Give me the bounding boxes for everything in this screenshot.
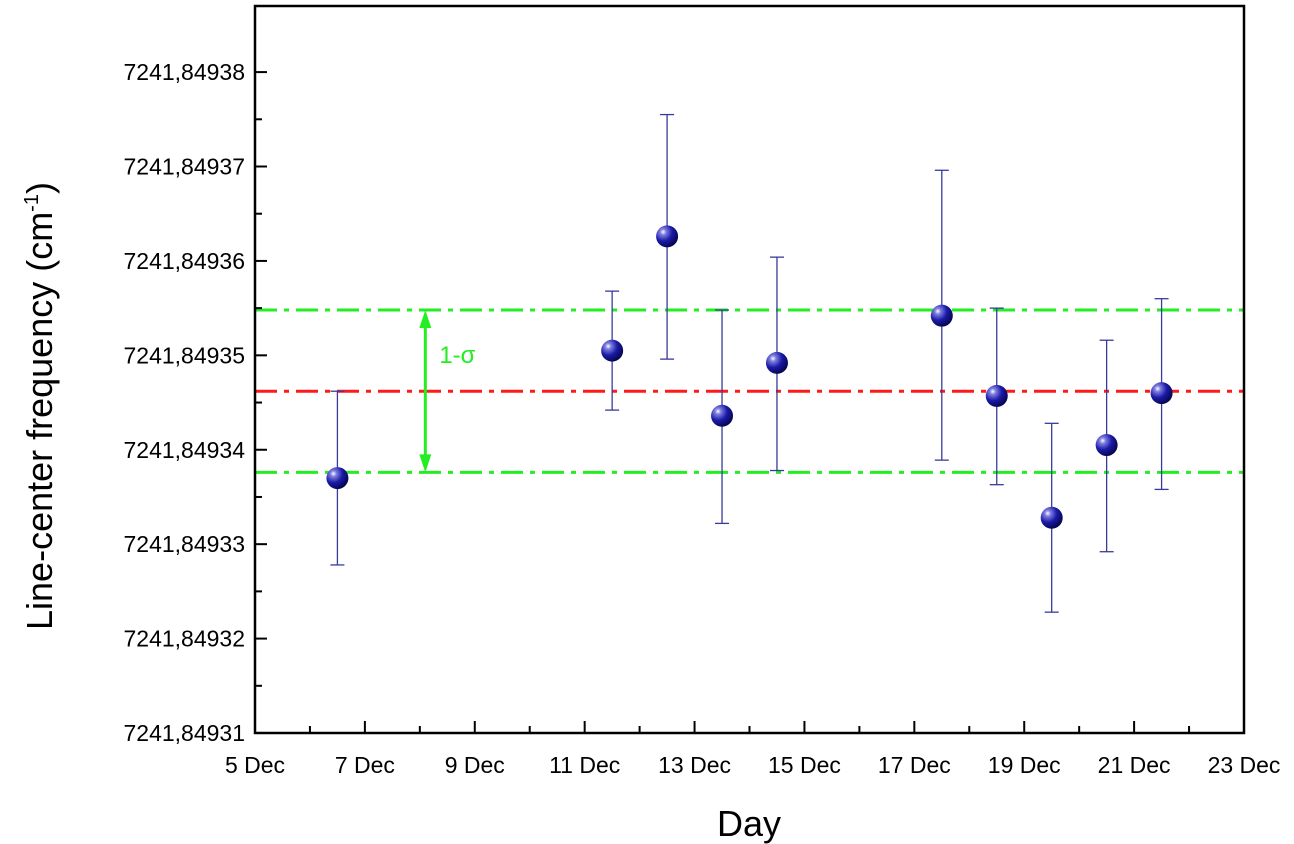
sigma-annotation-label: 1-σ (439, 342, 475, 369)
data-point (656, 225, 679, 248)
data-point-group (930, 169, 953, 461)
x-tick-label: 11 Dec (549, 752, 620, 778)
y-axis-title-superscript: -1 (21, 194, 43, 212)
data-point-group (1040, 422, 1063, 613)
y-axis-title-close: ) (19, 182, 60, 194)
sigma-arrow-head-down (419, 454, 432, 473)
data-point-group (765, 256, 788, 472)
data-point-group (656, 113, 679, 360)
x-tick-label: 23 Dec (1208, 752, 1281, 778)
data-point-group (1095, 339, 1118, 553)
data-point (711, 404, 734, 427)
data-point (985, 384, 1008, 407)
axes: 7241,84931 7241,84932 7241,84933 7241,84934… (123, 4, 1281, 778)
plot-frame (253, 4, 1246, 735)
data-point (601, 339, 624, 362)
y-axis-title: Line-center frequency (cm-1) (19, 182, 60, 630)
data-point (326, 467, 349, 490)
y-tick-label: 7241,84931 (123, 720, 245, 746)
data-point-group (326, 390, 349, 566)
x-tick-label: 9 Dec (445, 752, 505, 778)
y-tick-label: 7241,84935 (123, 342, 245, 368)
sigma-arrow-head-up (419, 310, 432, 329)
data-point-group (985, 307, 1008, 486)
x-tick-label: 19 Dec (988, 752, 1061, 778)
plot-layer: 1-σ (255, 113, 1244, 613)
data-point (765, 351, 788, 374)
y-tick-label: 7241,84934 (123, 437, 245, 463)
x-tick-label: 21 Dec (1098, 752, 1171, 778)
y-tick-label: 7241,84932 (123, 626, 245, 652)
y-tick-label: 7241,84933 (123, 531, 245, 557)
x-tick-label: 17 Dec (878, 752, 951, 778)
data-point-group (711, 309, 734, 525)
x-axis-title: Day (717, 803, 781, 844)
y-tick-label: 7241,84937 (123, 154, 245, 180)
data-point (1040, 506, 1063, 529)
data-point (930, 304, 953, 327)
x-tick-label: 13 Dec (658, 752, 731, 778)
x-tick-label: 5 Dec (225, 752, 285, 778)
data-point-group (1150, 298, 1173, 491)
data-point (1150, 382, 1173, 405)
data-point (1095, 434, 1118, 457)
x-tick-label: 15 Dec (768, 752, 841, 778)
data-point-group (601, 290, 624, 411)
x-tick-label: 7 Dec (335, 752, 395, 778)
y-tick-label: 7241,84938 (123, 59, 245, 85)
y-axis-title-main: Line-center frequency (cm (19, 212, 60, 630)
y-tick-label: 7241,84936 (123, 248, 245, 274)
